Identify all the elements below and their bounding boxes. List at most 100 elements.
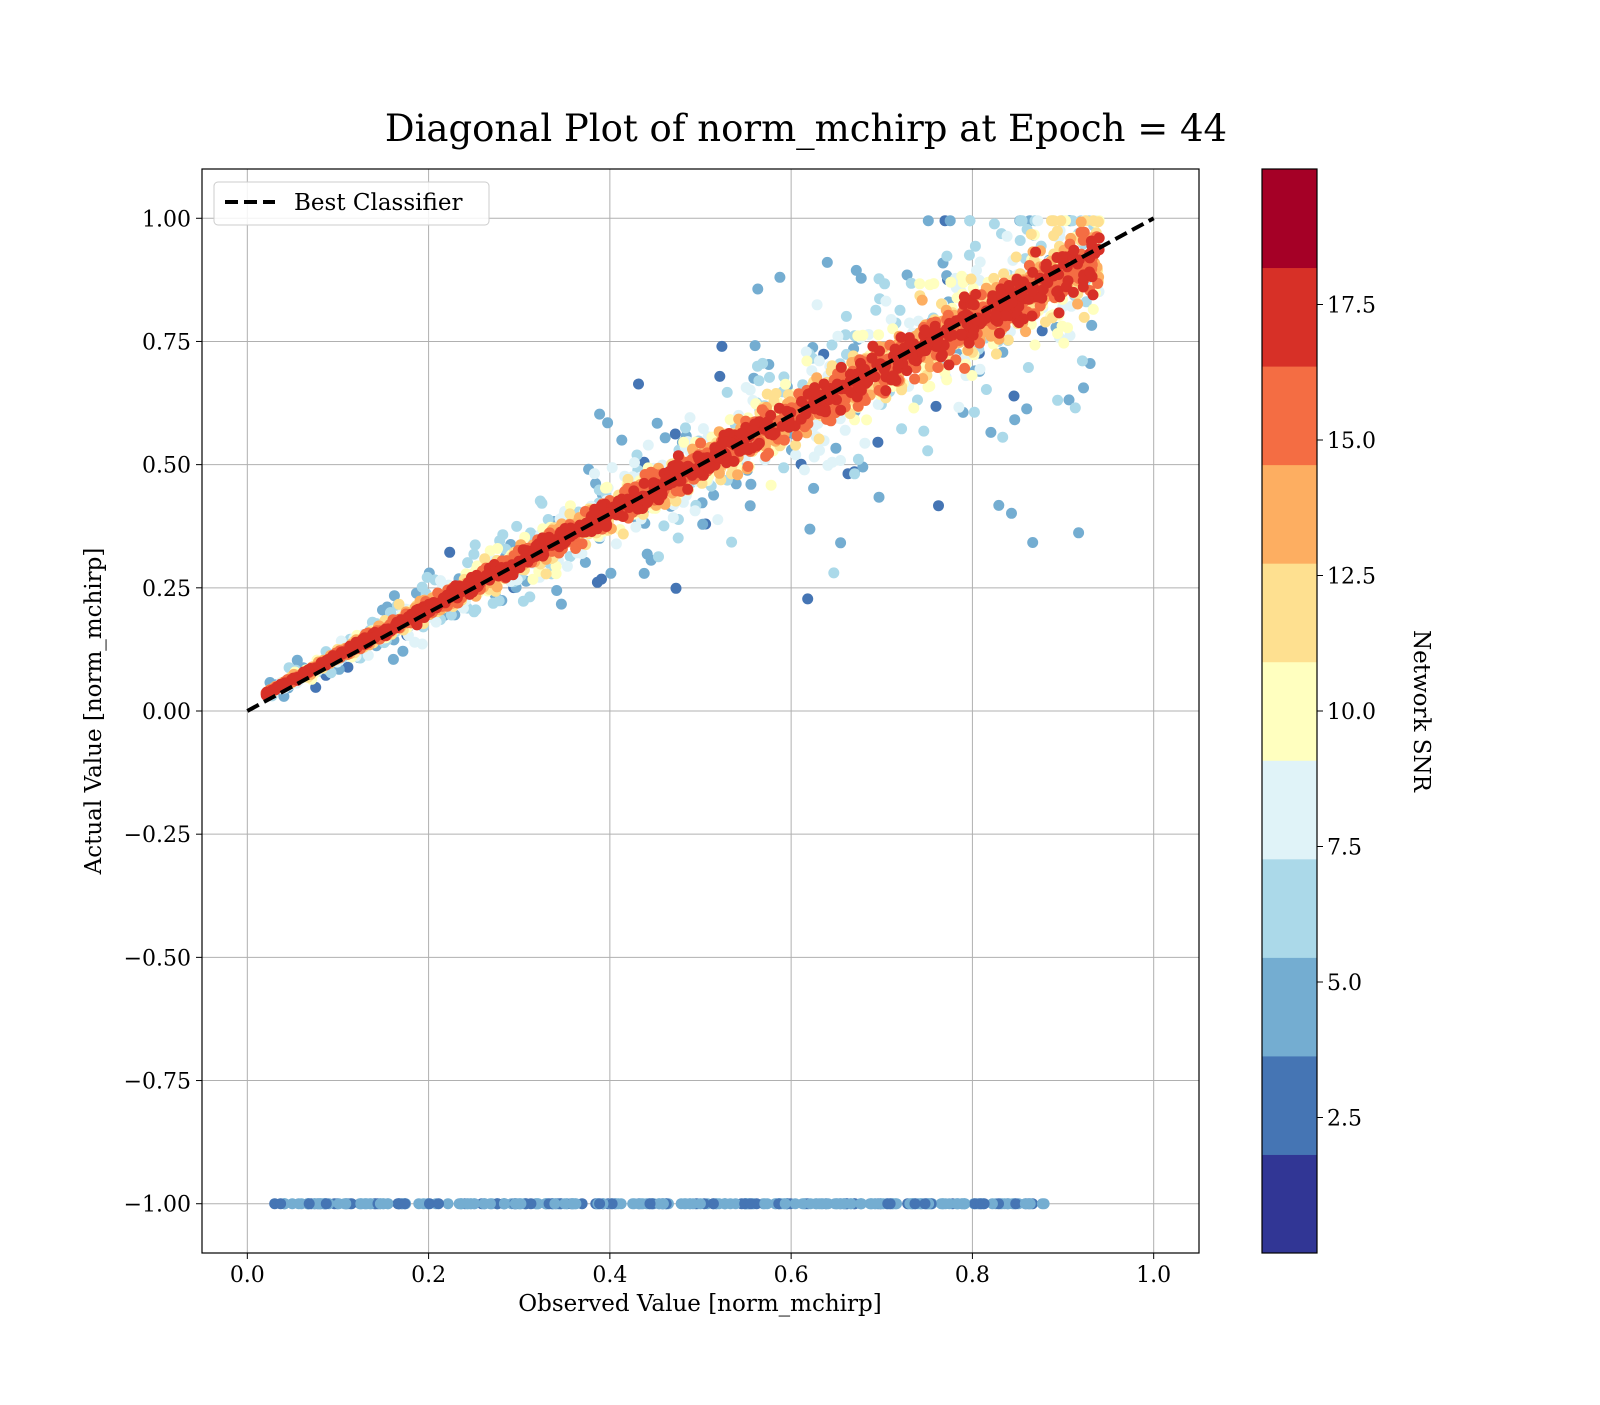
scatter-point: [922, 445, 934, 457]
scatter-point: [732, 469, 744, 481]
scatter-point: [600, 482, 611, 494]
scatter-point: [579, 556, 591, 568]
scatter-point: [944, 215, 956, 227]
scatter-point: [642, 439, 654, 451]
noise-point: [940, 1198, 951, 1210]
scatter-point: [873, 273, 885, 285]
colorbar-tick-label: 2.5: [1327, 1107, 1362, 1132]
colorbar-tick-label: 10.0: [1327, 700, 1376, 725]
y-axis-label: Actual Value [norm_mchirp]: [81, 548, 107, 876]
scatter-point: [811, 372, 823, 384]
y-tick-label: −0.50: [124, 946, 191, 971]
scatter-point: [798, 464, 810, 476]
scatter-point: [947, 329, 959, 341]
x-tick-label: 0.6: [774, 1263, 809, 1288]
scatter-point: [594, 408, 606, 420]
legend: Best Classifier: [213, 181, 490, 226]
noise-point: [820, 1198, 832, 1210]
scatter-point: [680, 422, 691, 434]
scatter-point: [1046, 215, 1057, 227]
scatter-point: [932, 362, 944, 373]
noise-point: [340, 1198, 352, 1210]
noise-point: [461, 1198, 473, 1210]
scatter-point: [752, 360, 763, 372]
scatter-point: [1027, 537, 1039, 548]
scatter-point: [918, 425, 930, 437]
scatter-point: [866, 352, 878, 364]
scatter-point: [1008, 390, 1020, 402]
scatter-point: [971, 264, 982, 276]
scatter-point: [826, 339, 838, 351]
scatter-point: [974, 363, 986, 375]
scatter-point: [596, 573, 607, 585]
scatter-point: [1037, 284, 1049, 295]
scatter-point: [359, 632, 371, 644]
scatter-point: [469, 539, 481, 551]
colorbar-tick-label: 7.5: [1327, 836, 1362, 861]
scatter-point: [808, 482, 820, 494]
scatter-point: [904, 317, 915, 329]
scatter-point: [1006, 507, 1017, 519]
scatter-point: [605, 567, 617, 579]
scatter-point: [397, 645, 409, 657]
scatter-point: [742, 461, 754, 472]
scatter-point: [855, 384, 867, 396]
scatter-point: [1086, 319, 1098, 331]
scatter-point: [988, 272, 1000, 284]
scatter-point: [1026, 285, 1038, 297]
scatter-point: [774, 271, 786, 283]
scatter-point: [1009, 414, 1021, 426]
scatter-point: [1002, 334, 1014, 346]
scatter-point: [1016, 215, 1028, 227]
scatter-point: [745, 478, 757, 490]
colorbar-segment: [1262, 563, 1317, 663]
scatter-point: [387, 653, 399, 665]
scatter-point: [1053, 307, 1065, 319]
scatter-point: [961, 318, 973, 330]
scatter-point: [342, 661, 354, 673]
scatter-point: [896, 423, 908, 435]
scatter-point: [814, 444, 825, 456]
scatter-point: [730, 478, 742, 490]
scatter-point: [964, 215, 976, 227]
colorbar: 2.5 5.0 7.5 10.0 12.5 15.0 17.5: [1261, 168, 1376, 1254]
scatter-point: [487, 597, 499, 609]
noise-point: [606, 1198, 618, 1210]
scatter-point: [1087, 289, 1099, 301]
scatter-point: [1078, 311, 1090, 323]
scatter-point: [749, 340, 761, 352]
scatter-point: [689, 505, 701, 517]
scatter-point: [869, 371, 881, 383]
scatter-point: [959, 362, 971, 374]
scatter-point: [638, 567, 650, 579]
scatter-point: [887, 323, 899, 335]
colorbar-segment: [1262, 760, 1317, 860]
noise-point: [594, 1198, 606, 1210]
noise-point: [433, 1198, 444, 1210]
noise-point: [884, 1198, 896, 1210]
scatter-point: [638, 477, 650, 489]
scatter-point: [885, 314, 897, 325]
scatter-point: [872, 436, 884, 448]
noise-point: [498, 1198, 510, 1210]
colorbar-segment: [1262, 267, 1317, 367]
scatter-point: [933, 500, 944, 512]
scatter-point: [315, 657, 327, 669]
noise-point: [653, 1198, 665, 1210]
scatter-point: [980, 384, 992, 395]
scatter-point: [1014, 235, 1026, 246]
scatter-point: [1025, 228, 1037, 240]
scatter-point: [943, 359, 955, 371]
colorbar-tick-label: 5.0: [1327, 971, 1362, 996]
scatter-point: [908, 402, 920, 414]
scatter-point: [622, 493, 634, 505]
scatter-point: [901, 269, 913, 281]
scatter-point: [632, 503, 644, 515]
scatter-point: [291, 654, 303, 666]
scatter-point: [1058, 337, 1070, 349]
colorbar-tick-label: 17.5: [1327, 294, 1376, 319]
noise-point: [707, 1198, 719, 1210]
scatter-point: [695, 437, 707, 449]
scatter-point: [830, 442, 842, 454]
scatter-point: [468, 548, 480, 560]
